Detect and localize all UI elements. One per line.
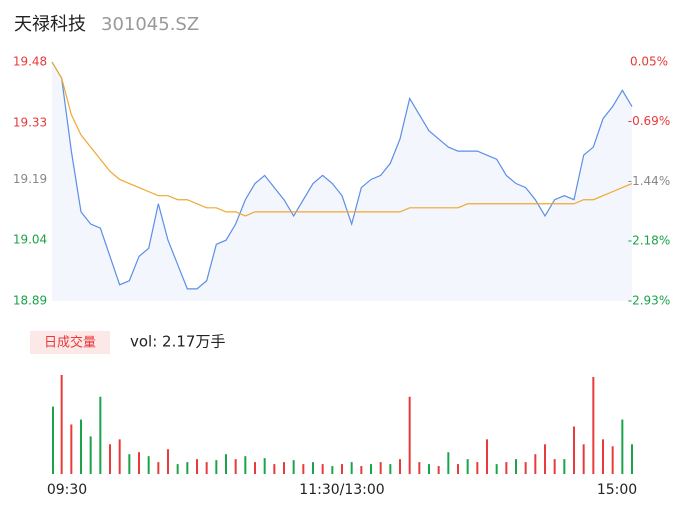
volume-bar bbox=[515, 459, 517, 474]
volume-bar bbox=[109, 444, 111, 474]
y-tick-label: 19.19 bbox=[13, 172, 47, 186]
volume-bar bbox=[573, 426, 575, 474]
volume-bar bbox=[99, 396, 102, 474]
volume-bar bbox=[408, 396, 411, 474]
x-tick-label: 15:00 bbox=[597, 482, 637, 498]
y2-tick-label: -1.44% bbox=[628, 174, 670, 188]
volume-bar bbox=[582, 444, 585, 474]
volume-bar bbox=[350, 462, 353, 474]
volume-bar bbox=[205, 462, 208, 474]
volume-bar bbox=[80, 419, 82, 474]
volume-bar bbox=[592, 376, 595, 474]
volume-bar bbox=[553, 459, 556, 474]
price-area bbox=[52, 62, 632, 301]
volume-bar bbox=[70, 424, 73, 474]
volume-bar bbox=[234, 459, 237, 474]
volume-bar bbox=[466, 459, 469, 474]
volume-bar bbox=[428, 464, 430, 474]
volume-bar bbox=[476, 462, 479, 474]
volume-bar bbox=[89, 436, 92, 474]
volume-bar bbox=[389, 464, 392, 474]
y-tick-label: 19.33 bbox=[13, 115, 47, 129]
volume-bar bbox=[273, 464, 276, 474]
y-tick-label: 19.04 bbox=[13, 233, 47, 247]
volume-bar bbox=[118, 439, 121, 474]
volume-bar bbox=[437, 466, 440, 474]
series-line bbox=[51, 61, 633, 290]
volume-bar bbox=[486, 439, 488, 474]
y2-tick-label: -0.69% bbox=[628, 114, 670, 128]
legend-bg bbox=[30, 331, 110, 354]
volume-bar bbox=[457, 464, 459, 474]
volume-bar bbox=[128, 454, 131, 474]
volume-bar bbox=[379, 462, 382, 474]
y2-tick-label: -2.93% bbox=[628, 294, 670, 308]
volume-bar bbox=[534, 454, 537, 474]
volume-bar bbox=[331, 466, 334, 474]
volume-bar bbox=[167, 449, 169, 474]
volume-bar bbox=[631, 444, 633, 474]
y-tick-label: 18.89 bbox=[13, 294, 47, 308]
volume-bar bbox=[341, 464, 343, 474]
series-line bbox=[51, 61, 633, 217]
volume-bar bbox=[254, 462, 256, 474]
volume-bar bbox=[418, 462, 421, 474]
y2-tick-label: -2.18% bbox=[628, 233, 670, 247]
volume-bar bbox=[244, 456, 247, 474]
volume-bar bbox=[147, 456, 150, 474]
volume-bar bbox=[370, 464, 372, 474]
volume-bar bbox=[292, 460, 295, 474]
volume-bar bbox=[263, 458, 266, 474]
volume-bar bbox=[225, 454, 227, 474]
volume-bar bbox=[447, 452, 450, 474]
volume-bar bbox=[302, 464, 305, 474]
volume-bar bbox=[157, 462, 160, 474]
volume-summary: vol: 2.17万手 bbox=[130, 333, 225, 351]
volume-bar bbox=[138, 452, 140, 474]
volume-bar bbox=[495, 464, 498, 474]
volume-bar bbox=[176, 464, 179, 474]
volume-bar bbox=[399, 459, 401, 474]
volume-bar bbox=[312, 462, 314, 474]
volume-legend: 日成交量 bbox=[44, 335, 96, 351]
volume-bar bbox=[321, 464, 324, 474]
volume-bar bbox=[544, 444, 546, 474]
volume-bar bbox=[602, 439, 604, 474]
volume-bar bbox=[524, 462, 527, 474]
x-tick-label: 11:30/13:00 bbox=[299, 482, 384, 498]
stock-name: 天禄科技 bbox=[14, 14, 86, 35]
x-tick-label: 09:30 bbox=[47, 482, 87, 498]
volume-bar bbox=[52, 406, 54, 474]
volume-bar bbox=[60, 375, 63, 474]
volume-bar bbox=[196, 459, 198, 474]
y-tick-label: 19.48 bbox=[13, 55, 47, 69]
volume-bar bbox=[563, 459, 566, 474]
volume-bar bbox=[360, 466, 363, 474]
volume-bar bbox=[505, 462, 508, 474]
volume-bar bbox=[621, 419, 624, 474]
volume-bar bbox=[611, 446, 614, 474]
volume-bar bbox=[283, 462, 285, 474]
volume-bar bbox=[186, 462, 189, 474]
stock-code: 301045.SZ bbox=[101, 14, 199, 35]
y2-tick-label: 0.05% bbox=[630, 55, 668, 69]
volume-bar bbox=[215, 460, 218, 474]
